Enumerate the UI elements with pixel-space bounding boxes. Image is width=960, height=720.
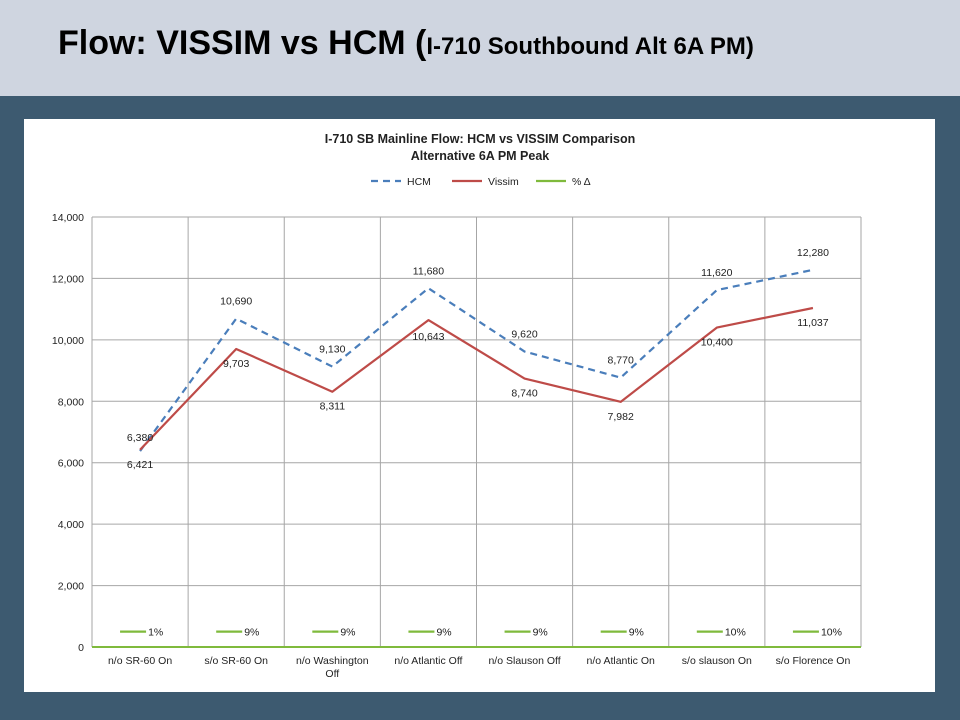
y-tick-label: 0 (78, 642, 84, 654)
data-label-pct: 9% (436, 627, 451, 639)
data-label-hcm: 9,620 (511, 329, 537, 341)
data-label-pct: 9% (244, 627, 259, 639)
data-label-pct: 9% (629, 627, 644, 639)
x-tick-label: n/o Atlantic Off (394, 655, 462, 667)
data-label-pct: 9% (533, 627, 548, 639)
data-label-pct: 9% (340, 627, 355, 639)
data-label-hcm: 12,280 (797, 247, 829, 259)
data-label-vissim: 11,037 (797, 317, 828, 329)
slide-title-sub: I-710 Southbound Alt 6A PM) (426, 33, 754, 60)
data-label-hcm: 11,680 (413, 265, 444, 277)
data-label-vissim: 8,311 (320, 401, 346, 413)
legend-label: % Δ (572, 176, 591, 188)
x-tick-label: s/o SR-60 On (204, 655, 268, 667)
x-tick-label: s/o Florence On (776, 655, 851, 667)
chart-title: I-710 SB Mainline Flow: HCM vs VISSIM Co… (325, 132, 635, 146)
y-tick-label: 4,000 (58, 519, 84, 531)
data-label-pct: 1% (148, 627, 163, 639)
y-tick-label: 14,000 (52, 212, 84, 224)
y-axis-ticks: 0 2,000 4,000 6,000 8,000 10,000 12,000 14,000 (52, 212, 84, 654)
data-label-vissim: 6,421 (127, 459, 153, 471)
y-tick-label: 6,000 (58, 458, 84, 470)
data-label-vissim: 7,982 (608, 411, 634, 423)
line-chart: I-710 SB Mainline Flow: HCM vs VISSIM Co… (52, 132, 862, 680)
data-label-hcm: 10,690 (220, 296, 252, 308)
data-label-vissim: 9,703 (223, 358, 249, 370)
data-label-pct: 10% (725, 627, 746, 639)
chart-gridlines (91, 216, 862, 648)
y-tick-label: 2,000 (58, 581, 84, 593)
series-line-vissim (139, 306, 814, 451)
x-tick-label: n/o SR-60 On (108, 655, 172, 667)
series-line-hcm (139, 268, 814, 452)
chart-legend: HCM Vissim % Δ (371, 176, 591, 188)
y-tick-label: 12,000 (52, 273, 84, 285)
chart-panel: I-710 SB Mainline Flow: HCM vs VISSIM Co… (24, 119, 935, 692)
chart-subtitle: Alternative 6A PM Peak (411, 149, 550, 163)
chart-series: 6,380 10,690 9,130 11,680 9,620 8,770 11,620 12… (92, 247, 861, 648)
slide-title-main: Flow: VISSIM vs HCM (58, 24, 416, 62)
x-tick-label: n/o Slauson Off (488, 655, 560, 667)
data-label-hcm: 8,770 (608, 355, 634, 367)
x-tick-label: s/o slauson On (682, 655, 752, 667)
data-label-pct: 10% (821, 627, 842, 639)
legend-label: HCM (407, 176, 431, 188)
legend-label: Vissim (488, 176, 519, 188)
data-label-hcm: 6,380 (127, 432, 153, 444)
x-tick-label: n/o Atlantic On (587, 655, 655, 667)
slide-title: Flow: VISSIM vs HCM (I-710 Southbound Al… (58, 24, 754, 63)
x-axis-ticks: n/o SR-60 On s/o SR-60 On n/o Washington Of… (108, 655, 850, 680)
data-label-vissim: 8,740 (511, 388, 537, 400)
slide-header: Flow: VISSIM vs HCM (I-710 Southbound Al… (0, 0, 960, 96)
data-label-hcm: 11,620 (701, 267, 732, 279)
data-label-vissim: 10,643 (412, 331, 444, 343)
y-tick-label: 10,000 (52, 335, 84, 347)
slide-title-paren: ( (415, 24, 427, 62)
y-tick-label: 8,000 (58, 396, 84, 408)
data-label-hcm: 9,130 (319, 344, 345, 356)
x-tick-label: n/o Washington Off (296, 655, 369, 680)
data-label-vissim: 10,400 (701, 337, 733, 349)
